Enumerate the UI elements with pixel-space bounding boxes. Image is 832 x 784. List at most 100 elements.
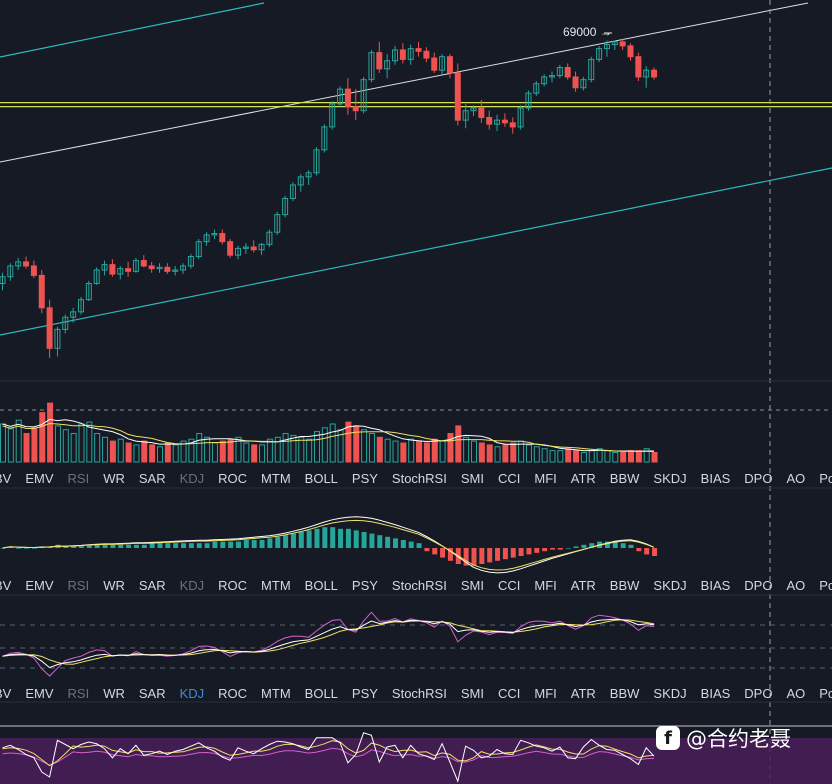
tab-mfi[interactable]: MFI — [534, 685, 557, 701]
tab-roc[interactable]: ROC — [218, 577, 248, 593]
candle-body — [501, 119, 508, 124]
tab-bbw[interactable]: BBW — [609, 470, 640, 486]
volume-bar — [408, 438, 415, 463]
tab-bias[interactable]: BIAS — [700, 577, 731, 593]
tab-emv[interactable]: EMV — [25, 685, 54, 701]
tab-bbw[interactable]: BBW — [609, 577, 640, 593]
candle-body — [643, 69, 650, 78]
tab-bv[interactable]: BV — [0, 685, 12, 701]
kdj-panel[interactable] — [0, 611, 832, 677]
tab-cci[interactable]: CCI — [497, 685, 521, 701]
candle-body — [588, 58, 595, 81]
volume-bar — [23, 433, 30, 463]
macd-histogram-bar — [141, 544, 147, 548]
tab-bbw[interactable]: BBW — [609, 685, 640, 701]
tab-kdj[interactable]: KDJ — [179, 577, 205, 593]
tab-smi[interactable]: SMI — [460, 470, 484, 486]
tab-ao[interactable]: AO — [786, 685, 806, 701]
tab-stochrsi[interactable]: StochRSI — [391, 470, 447, 486]
volume-panel[interactable] — [0, 402, 658, 463]
tab-psy[interactable]: PSY — [351, 577, 378, 593]
tab-atr[interactable]: ATR — [570, 685, 596, 701]
candle-body — [384, 60, 391, 70]
trendline-lower-cyan — [0, 167, 832, 336]
tab-position[interactable]: Position — [819, 685, 832, 701]
tab-dpo[interactable]: DPO — [744, 685, 773, 701]
tab-position[interactable]: Position — [819, 470, 832, 486]
tab-cci[interactable]: CCI — [497, 470, 521, 486]
tab-roc[interactable]: ROC — [218, 685, 248, 701]
tab-ao[interactable]: AO — [786, 577, 806, 593]
tab-psy[interactable]: PSY — [351, 470, 378, 486]
tab-smi[interactable]: SMI — [460, 577, 484, 593]
tab-position[interactable]: Position — [819, 577, 832, 593]
tab-kdj[interactable]: KDJ — [179, 470, 205, 486]
volume-bar — [337, 429, 344, 463]
macd-histogram-bar — [644, 548, 650, 555]
candle-body — [392, 49, 398, 62]
tab-mfi[interactable]: MFI — [534, 577, 557, 593]
candle-body — [344, 88, 351, 108]
tab-sar[interactable]: SAR — [138, 577, 166, 593]
tab-atr[interactable]: ATR — [570, 470, 596, 486]
tab-rsi[interactable]: RSI — [67, 470, 90, 486]
candle-body — [7, 265, 14, 278]
tab-sar[interactable]: SAR — [138, 470, 166, 486]
tab-emv[interactable]: EMV — [25, 470, 54, 486]
candle-body — [30, 265, 37, 276]
tab-wr[interactable]: WR — [103, 470, 125, 486]
tab-smi[interactable]: SMI — [460, 685, 484, 701]
tab-skdj[interactable]: SKDJ — [653, 685, 687, 701]
tab-dpo[interactable]: DPO — [744, 577, 773, 593]
candle-body — [297, 176, 304, 186]
volume-bar — [70, 433, 77, 463]
volume-bar — [510, 442, 517, 463]
tab-stochrsi[interactable]: StochRSI — [391, 685, 447, 701]
candle-body — [376, 52, 383, 70]
tab-dpo[interactable]: DPO — [744, 470, 773, 486]
tab-wr[interactable]: WR — [103, 685, 125, 701]
macd-histogram-bar — [314, 528, 320, 548]
tab-mtm[interactable]: MTM — [261, 470, 291, 486]
tab-sar[interactable]: SAR — [138, 685, 166, 701]
macd-histogram-bar — [259, 540, 265, 548]
tab-bias[interactable]: BIAS — [700, 685, 731, 701]
tab-boll[interactable]: BOLL — [304, 577, 338, 593]
tab-rsi[interactable]: RSI — [67, 685, 90, 701]
macd-histogram-bar — [220, 541, 226, 548]
tab-mtm[interactable]: MTM — [261, 577, 291, 593]
tab-emv[interactable]: EMV — [25, 577, 54, 593]
tab-mtm[interactable]: MTM — [261, 685, 291, 701]
tab-rsi[interactable]: RSI — [67, 577, 90, 593]
rsi-panel[interactable] — [0, 725, 832, 784]
tab-mfi[interactable]: MFI — [534, 470, 557, 486]
macd-histogram-bar — [510, 548, 516, 558]
tab-ao[interactable]: AO — [786, 470, 806, 486]
tab-atr[interactable]: ATR — [570, 577, 596, 593]
tab-bv[interactable]: BV — [0, 470, 12, 486]
tab-skdj[interactable]: SKDJ — [653, 470, 687, 486]
tab-boll[interactable]: BOLL — [304, 470, 338, 486]
volume-bar — [39, 412, 46, 463]
tab-psy[interactable]: PSY — [351, 685, 378, 701]
tab-wr[interactable]: WR — [103, 577, 125, 593]
macd-histogram-bar — [196, 543, 202, 548]
tab-kdj[interactable]: KDJ — [179, 685, 205, 701]
tab-bias[interactable]: BIAS — [700, 470, 731, 486]
tab-boll[interactable]: BOLL — [304, 685, 338, 701]
candle-body — [517, 107, 524, 128]
tab-roc[interactable]: ROC — [218, 470, 248, 486]
tab-cci[interactable]: CCI — [497, 577, 521, 593]
volume-bar — [125, 442, 132, 463]
watermark: f @合约老聂 — [656, 723, 791, 753]
volume-bar — [596, 448, 603, 463]
tab-stochrsi[interactable]: StochRSI — [391, 577, 447, 593]
volume-bar — [463, 436, 470, 463]
tab-skdj[interactable]: SKDJ — [653, 577, 687, 593]
macd-panel[interactable] — [0, 516, 658, 574]
tab-bv[interactable]: BV — [0, 577, 12, 593]
candle-body — [494, 119, 501, 125]
macd-histogram-bar — [173, 543, 179, 548]
candle-body — [187, 256, 194, 267]
